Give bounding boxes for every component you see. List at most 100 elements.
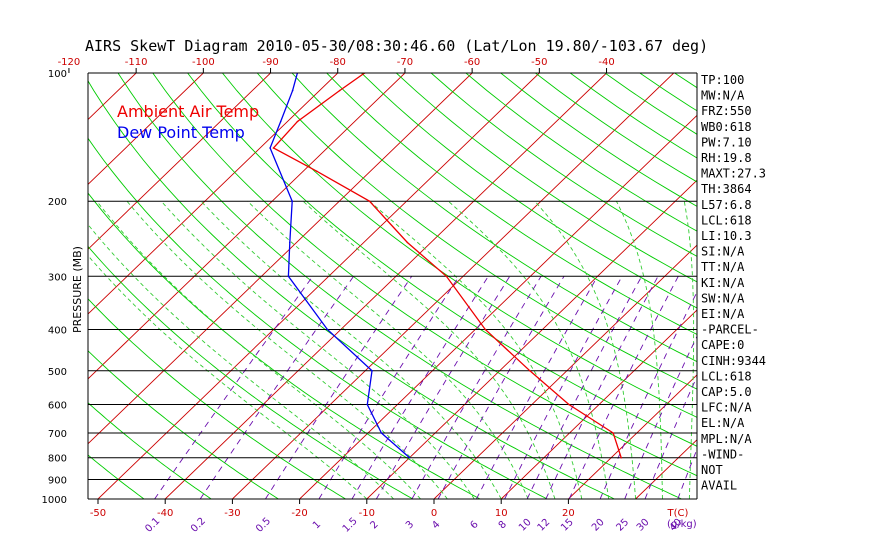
x-tick-label-top: -60 xyxy=(464,57,480,68)
side-panel-entry: KI:N/A xyxy=(701,276,745,290)
dewpoint-point xyxy=(289,241,291,244)
temp-point xyxy=(620,456,622,459)
chart-title: AIRS SkewT Diagram 2010-05-30/08:30:46.6… xyxy=(85,37,708,55)
moist-adiabat-line xyxy=(200,200,502,499)
dewpoint-point xyxy=(371,370,373,372)
dry-adiabat-line xyxy=(88,79,615,499)
side-panel-entry: AVAIL xyxy=(701,479,737,493)
y-tick-label: 500 xyxy=(48,367,67,378)
isotherm-line xyxy=(433,244,697,499)
side-panel-entry: LCL:618 xyxy=(701,213,752,227)
dewpoint-point xyxy=(380,432,383,434)
temp-point xyxy=(272,147,275,149)
side-panel-entry: CAP:5.0 xyxy=(701,385,752,399)
dew-point-temp-line xyxy=(269,73,411,459)
dry-adiabat-line xyxy=(88,350,279,499)
temp-point xyxy=(315,170,318,172)
moist-adiabat-line xyxy=(302,200,556,499)
y-tick-label: 300 xyxy=(48,272,67,283)
mixing-ratio-line xyxy=(599,291,697,499)
isotherm-line xyxy=(88,73,204,185)
side-panel-entry: TH:3864 xyxy=(701,182,752,196)
isotherm-line xyxy=(88,73,473,445)
side-panel-entry: LFC:N/A xyxy=(701,401,752,415)
dewpoint-point xyxy=(269,147,271,149)
mixing-ratio-line xyxy=(154,276,314,499)
side-panel-entry: MW:N/A xyxy=(701,89,745,103)
x-tick-label-bottom: -20 xyxy=(291,508,307,519)
side-panel-entry: SW:N/A xyxy=(701,291,745,305)
moist-adiabat-line xyxy=(448,200,610,499)
x-tick-label-top: -70 xyxy=(397,57,413,68)
x-tick-label-bottom: -40 xyxy=(157,508,173,519)
isotherm-line xyxy=(366,179,697,499)
x-unit-label: T(C) xyxy=(667,508,689,519)
y-tick-label: 600 xyxy=(48,400,67,411)
x-tick-label-top: -50 xyxy=(531,57,547,68)
dry-adiabat-line xyxy=(88,402,212,499)
y-tick-label: 700 xyxy=(48,429,67,440)
mixing-ratio-line xyxy=(644,375,697,499)
side-panel-entry: TT:N/A xyxy=(701,260,745,274)
temp-point xyxy=(612,432,614,434)
dry-adiabat-line xyxy=(88,137,548,499)
temp-point xyxy=(445,275,448,278)
x-tick-label-bottom: 10 xyxy=(495,508,508,519)
isotherm-line xyxy=(97,73,540,499)
dry-adiabat-line xyxy=(88,454,145,499)
isotherm-line xyxy=(500,309,697,499)
side-panel-entry: MAXT:27.3 xyxy=(701,167,766,181)
temp-point xyxy=(368,200,371,202)
side-panel-entry: SI:N/A xyxy=(701,245,745,259)
mixing-ratio-line xyxy=(375,276,511,499)
mixing-ratio-line xyxy=(265,276,413,499)
x-tick-label-bottom: 20 xyxy=(562,508,575,519)
x-tick-label-top: -110 xyxy=(125,57,148,68)
side-panel-entry: CAPE:0 xyxy=(701,338,744,352)
dry-adiabat-line xyxy=(361,73,697,309)
mixing-ratio-line xyxy=(677,447,697,499)
x-tick-label-top: -40 xyxy=(598,57,614,68)
side-panel-entry: FRZ:550 xyxy=(701,104,752,118)
mixing-ratio-line xyxy=(568,276,679,499)
mixing-ratio-line xyxy=(199,276,354,499)
y-tick-label: 900 xyxy=(48,476,67,487)
temp-point xyxy=(484,328,487,331)
side-panel-entry: EL:N/A xyxy=(701,416,745,430)
y-tick-label: 1000 xyxy=(42,495,67,506)
side-panel-entry: EI:N/A xyxy=(701,307,745,321)
y-tick-label: 200 xyxy=(48,197,67,208)
mixing-ratio-line xyxy=(437,276,565,499)
mixing-ratio-line xyxy=(411,276,542,499)
dry-adiabat-line xyxy=(326,73,697,335)
isotherm-line xyxy=(164,73,607,499)
dry-adiabat-line xyxy=(256,73,697,390)
moist-adiabat-line xyxy=(247,200,529,499)
temp-point xyxy=(338,89,341,92)
isotherm-line xyxy=(88,73,406,380)
dry-adiabat-line xyxy=(430,73,697,257)
side-panel-entry: NOT xyxy=(701,463,723,477)
temp-point xyxy=(296,120,299,123)
temp-point xyxy=(406,241,409,244)
isotherm-line xyxy=(88,73,271,250)
side-panel-entry: MPL:N/A xyxy=(701,432,752,446)
y-tick-label: 100 xyxy=(48,69,67,80)
temp-point xyxy=(568,403,570,406)
side-panel-entry: LI:10.3 xyxy=(701,229,752,243)
side-panel-entry: PW:7.10 xyxy=(701,135,752,149)
dewpoint-point xyxy=(408,456,411,459)
y-tick-label: 800 xyxy=(48,454,67,465)
dry-adiabat-line xyxy=(88,298,346,499)
mixing-ratio-line xyxy=(318,276,460,499)
dry-adiabat-line xyxy=(152,73,697,477)
dry-adiabat-line xyxy=(117,73,682,499)
mixing-ratio-line xyxy=(504,276,623,499)
side-panel-entry: CINH:9344 xyxy=(701,354,766,368)
legend-dew-point-temp: Dew Point Temp xyxy=(117,123,245,142)
isotherm-line xyxy=(88,73,339,315)
dry-adiabat-line xyxy=(395,73,697,283)
dry-adiabat-line xyxy=(291,73,697,363)
